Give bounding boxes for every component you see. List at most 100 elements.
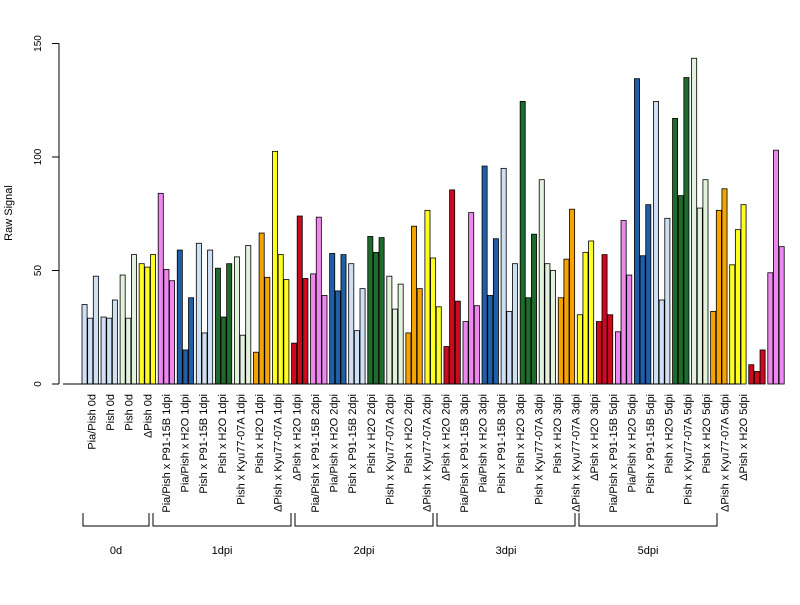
bar — [253, 351, 259, 385]
bar — [392, 308, 398, 385]
x-tick-label: Pish x P91-15B 1dpi — [198, 394, 210, 494]
x-tick-label: ΔPish x Kyu77-07A 5dpi — [720, 394, 732, 512]
bar — [169, 280, 175, 385]
bar — [449, 189, 456, 385]
bar — [188, 297, 195, 385]
x-tick-label: Pia/Pish x P91-15B 2dpi — [310, 394, 322, 513]
bar — [386, 275, 393, 385]
x-tick-label: Pish x H2O 5dpi — [701, 394, 713, 473]
x-tick-label: Pia/Pish x P91-15B 5dpi — [608, 394, 620, 513]
bar — [443, 346, 450, 385]
bar — [207, 249, 214, 385]
y-tick-label: 0 — [33, 381, 44, 387]
bar — [106, 317, 113, 385]
y-tick-label: 100 — [33, 148, 44, 165]
bar — [321, 295, 328, 385]
group-bracket — [436, 513, 576, 527]
x-tick-label: ΔPish x H2O 2dpi — [440, 394, 452, 481]
x-tick-label: Pia/Pish x P91-15B 1dpi — [161, 394, 173, 513]
bar — [435, 306, 442, 385]
bar — [239, 334, 246, 385]
bar — [569, 208, 576, 385]
group-label: 1dpi — [212, 545, 233, 557]
bar — [119, 274, 126, 385]
x-tick-label: Pish x H2O 2dpi — [366, 394, 378, 473]
x-tick-label: ΔPish x H2O 3dpi — [589, 394, 601, 481]
time-group-brackets: 0d 1dpi 2dpi 3dpi 5dpi — [82, 513, 718, 557]
bar — [734, 229, 741, 385]
bar — [658, 299, 665, 385]
bar — [487, 295, 494, 385]
bar — [367, 236, 374, 385]
bar — [157, 192, 164, 385]
x-tick-label: Pish x Kyu77-07A 1dpi — [235, 394, 247, 505]
x-tick-label: ΔPish x Kyu77-07A 1dpi — [273, 394, 285, 512]
bar — [492, 238, 499, 385]
bar — [576, 314, 583, 385]
bar — [125, 317, 132, 385]
bar — [634, 78, 640, 385]
bar — [424, 209, 431, 385]
bar — [277, 254, 284, 385]
bar — [778, 246, 785, 385]
x-tick-label: Pish x H2O 3dpi — [552, 394, 564, 473]
group-bracket — [82, 513, 150, 527]
bar — [468, 212, 475, 385]
bar — [759, 349, 766, 385]
bar — [163, 268, 170, 385]
bar — [258, 232, 265, 385]
bar — [550, 270, 556, 385]
x-tick-label: ΔPish 0d — [142, 394, 154, 438]
bar — [245, 245, 252, 385]
x-tick-label: Pish x Kyu77-07A 3dpi — [533, 394, 545, 505]
bar — [315, 216, 322, 385]
bar — [87, 317, 94, 385]
bar — [397, 283, 404, 385]
bar — [359, 288, 366, 385]
group-label: 3dpi — [496, 545, 517, 557]
group-bracket — [294, 513, 434, 527]
bar — [754, 371, 760, 385]
bar — [348, 263, 355, 385]
bar — [767, 272, 774, 385]
bar — [144, 266, 151, 385]
bar — [182, 349, 189, 385]
x-tick-label: Pia/Pish x H2O 2dpi — [329, 394, 341, 492]
bar — [620, 220, 627, 385]
bar — [92, 275, 99, 385]
bars-layer — [81, 57, 785, 385]
x-tick-label: Pia/Pish x P91-15B 3dpi — [459, 394, 471, 513]
bar — [544, 263, 551, 385]
bar — [291, 342, 298, 385]
group-label: 5dpi — [638, 545, 659, 557]
bar — [519, 100, 526, 385]
bar — [201, 332, 208, 385]
bar — [740, 204, 747, 385]
x-tick-labels: Pia/Pish 0d Pish 0d Pish 0d ΔPish 0d Pia/Pis… — [87, 394, 751, 513]
y-axis-label: Raw Signal — [3, 185, 15, 241]
x-tick-label: Pish 0d — [105, 394, 117, 431]
x-tick-label: Pish x H2O 1dpi — [217, 394, 229, 473]
bar — [557, 297, 564, 385]
bar — [531, 233, 537, 385]
bar — [405, 332, 412, 385]
bar — [233, 256, 240, 385]
x-tick-label: Pish x H2O 2dpi — [403, 394, 415, 473]
bar — [176, 249, 183, 385]
y-tick-label: 150 — [33, 35, 44, 52]
bar — [454, 300, 461, 385]
bar — [283, 279, 290, 385]
bar — [653, 100, 659, 385]
x-tick-label: ΔPish x H2O 5dpi — [738, 394, 750, 481]
bar — [512, 263, 518, 385]
bar — [563, 258, 570, 385]
x-tick-label: Pia/Pish x H2O 5dpi — [626, 394, 638, 492]
bar — [721, 188, 728, 385]
bar — [601, 254, 608, 385]
bar — [340, 254, 347, 385]
bar — [595, 321, 602, 385]
bar — [111, 299, 118, 385]
bar — [710, 310, 717, 385]
